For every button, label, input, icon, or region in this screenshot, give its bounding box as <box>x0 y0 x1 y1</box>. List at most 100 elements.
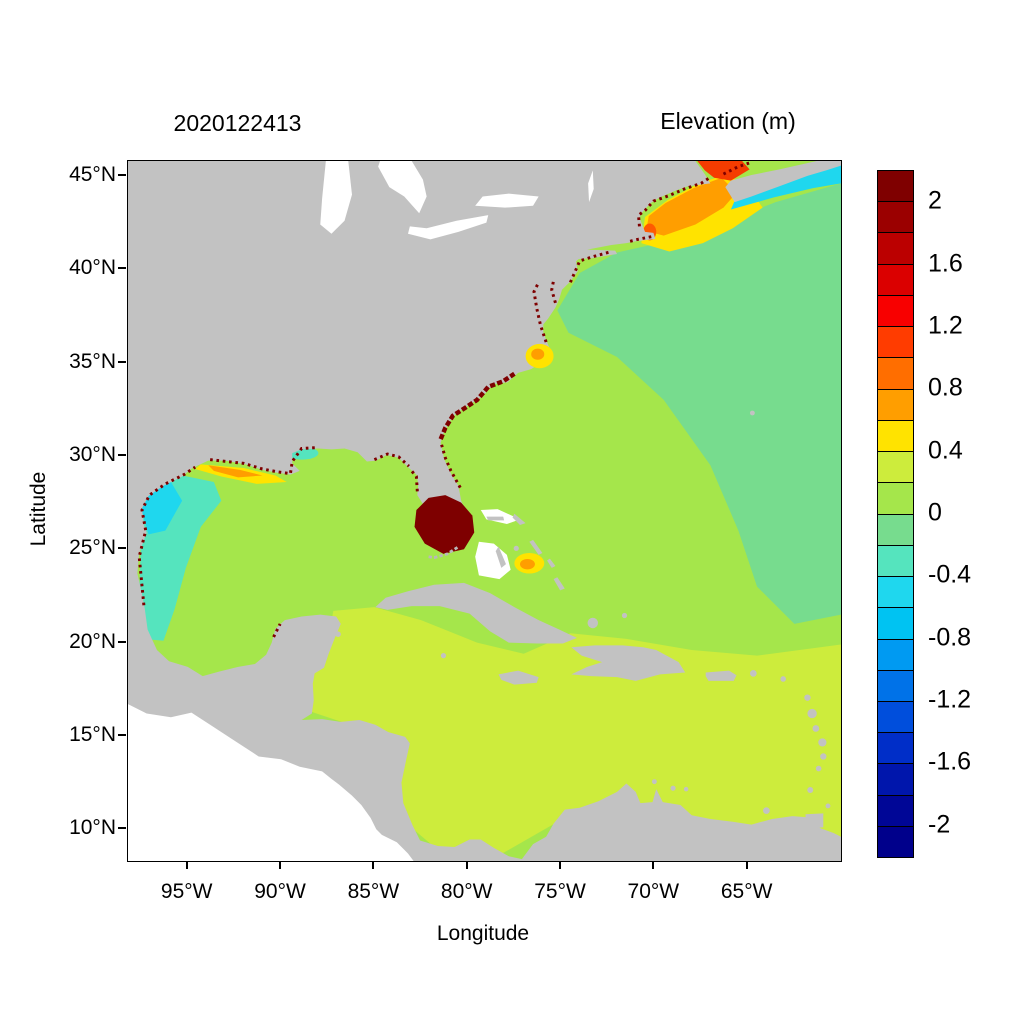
y-tick-label: 15°N <box>69 722 116 746</box>
louisiana-shelf-orange <box>208 465 263 478</box>
land-nova-scotia <box>725 161 841 203</box>
y-tick-mark <box>118 733 126 736</box>
x-tick-mark <box>279 861 282 869</box>
colorbar-tick-label: -2 <box>928 810 951 839</box>
island-tobago <box>825 803 831 809</box>
x-tick-label: 85°W <box>347 880 400 903</box>
island-cuba <box>375 582 577 644</box>
island-grand-bahama <box>486 516 505 521</box>
colorbar-tick-label: -0.4 <box>928 560 972 589</box>
x-tick-label: 75°W <box>534 880 586 903</box>
y-tick-mark <box>118 547 126 550</box>
speckle-florida-east-coast <box>440 444 462 489</box>
colorbar-cell <box>878 794 913 826</box>
x-tick-label: 95°W <box>160 880 213 903</box>
y-tick-mark <box>118 267 126 270</box>
island-cat <box>547 558 556 568</box>
island-guadeloupe <box>807 708 817 719</box>
scotian-shelf-cyan-band <box>730 162 841 210</box>
island-puerto-rico <box>705 670 737 681</box>
colorbar-cell <box>878 263 913 295</box>
island-dominica <box>812 725 820 732</box>
island-antigua <box>804 694 811 701</box>
island-st-lucia <box>820 753 827 760</box>
x-tick-mark <box>652 861 655 869</box>
colorbar <box>877 170 914 858</box>
island-long <box>553 577 565 591</box>
y-tick-mark <box>118 640 126 643</box>
colorbar-cell <box>878 294 913 327</box>
y-tick-label: 20°N <box>69 629 116 653</box>
island-hispaniola <box>571 645 686 681</box>
y-tick-mark <box>118 827 126 830</box>
y-tick-label: 30°N <box>69 442 116 466</box>
colorbar-cell <box>878 201 913 233</box>
x-tick-mark <box>745 861 748 869</box>
island-great-inagua <box>587 617 599 629</box>
colorbar-cell <box>878 326 913 358</box>
y-tick-label: 25°N <box>69 536 116 560</box>
land-north-america <box>128 161 841 861</box>
colorbar-cell <box>878 513 913 545</box>
ne-atlantic-green-region <box>557 183 841 624</box>
colorbar-cell <box>878 669 913 701</box>
colorbar-cell <box>878 638 913 670</box>
colorbar-cell <box>878 607 913 639</box>
y-tick-label: 40°N <box>69 256 116 280</box>
gulf-of-maine-orange-core <box>645 177 737 236</box>
colorbar-tick-label: 0 <box>928 498 942 527</box>
elevation-map-svg <box>128 161 841 861</box>
bahama-banks <box>475 509 565 591</box>
map-plot-area <box>127 160 842 862</box>
colorbar-tick-label: 1.2 <box>928 311 963 340</box>
colorbar-cell <box>878 171 913 202</box>
south-florida-darkred-blob <box>414 495 475 554</box>
timestamp-title: 2020122413 <box>173 110 302 136</box>
lake-erie <box>407 215 489 240</box>
colorbar-cell <box>878 700 913 733</box>
speckle-delaware <box>550 280 557 304</box>
bay-of-fundy-red <box>697 161 750 181</box>
colorbar-cell <box>878 825 913 858</box>
colorbar-cell <box>878 576 913 608</box>
speckle-southern-new-england <box>629 235 652 243</box>
colorbar-cell <box>878 482 913 514</box>
y-tick-label: 10°N <box>69 816 116 840</box>
speckle-maine-coast <box>636 176 711 227</box>
colorbar-tick-label: 2 <box>928 186 942 215</box>
lake-champlain <box>588 170 594 203</box>
island-jamaica <box>498 670 539 685</box>
island-margarita <box>763 807 770 814</box>
islands <box>335 410 831 829</box>
colorbar-tick-label: -0.8 <box>928 623 972 652</box>
y-tick-label: 35°N <box>69 349 116 373</box>
colorbar-tick-label: -1.6 <box>928 747 972 776</box>
x-tick-label: 90°W <box>254 880 306 903</box>
colorbar-tick-label: 1.6 <box>928 249 963 278</box>
speckle-texas-mexico-coast <box>137 465 197 606</box>
x-tick-mark <box>372 861 375 869</box>
island-st-martin <box>780 676 786 682</box>
speckle-big-bend-coast <box>373 452 410 468</box>
island-bermuda <box>749 410 755 416</box>
coastal-marsh-speckles <box>137 161 751 638</box>
island-grenada <box>807 787 814 794</box>
x-tick-mark <box>185 861 188 869</box>
colorbar-cell <box>878 388 913 420</box>
colorbar-cell <box>878 357 913 389</box>
x-tick-mark <box>559 861 562 869</box>
lake-ontario <box>475 193 539 208</box>
florida-keys <box>428 546 459 560</box>
island-cozumel <box>335 631 341 637</box>
x-tick-label: 70°W <box>627 880 680 903</box>
bahamas-orange-core <box>519 558 535 570</box>
island-abaco <box>512 513 526 525</box>
colorbar-cell <box>878 544 913 577</box>
pacific-white-region <box>128 704 414 861</box>
x-axis-label: Longitude <box>436 922 530 945</box>
island-andros <box>495 546 506 568</box>
speckle-florida-west-coast <box>408 468 419 492</box>
great-bahama-bank <box>475 541 511 580</box>
x-tick-label: 65°W <box>720 880 773 903</box>
